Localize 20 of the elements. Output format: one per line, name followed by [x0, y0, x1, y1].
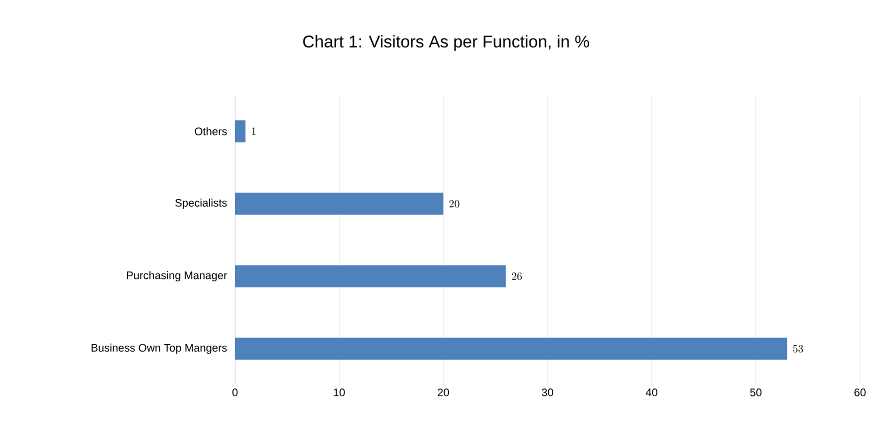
- bar: [235, 265, 506, 288]
- chart-title: Chart 1: Visitors As per Function, in %: [303, 35, 590, 51]
- x-tick-label: 40: [646, 388, 658, 396]
- data-label: 1: [252, 128, 256, 135]
- data-label: 53: [793, 345, 804, 353]
- x-tick-label: 20: [438, 388, 449, 396]
- y-tick-label: Specialists: [175, 198, 227, 209]
- x-tick-label: 0: [232, 388, 238, 396]
- data-label: 26: [512, 272, 522, 280]
- x-tick-label: 60: [854, 388, 866, 396]
- y-tick-label: Others: [194, 127, 227, 136]
- y-tick-label: Purchasing Manager: [127, 271, 228, 282]
- x-tick-label: 50: [750, 388, 762, 396]
- bar: [235, 120, 246, 142]
- y-tick-label: Business Own Top Mangers: [92, 344, 227, 354]
- x-tick-label: 30: [542, 388, 554, 396]
- x-tick-label: 10: [334, 388, 345, 396]
- bar: [235, 338, 788, 360]
- data-label: 20: [449, 200, 460, 208]
- bar: [235, 192, 444, 215]
